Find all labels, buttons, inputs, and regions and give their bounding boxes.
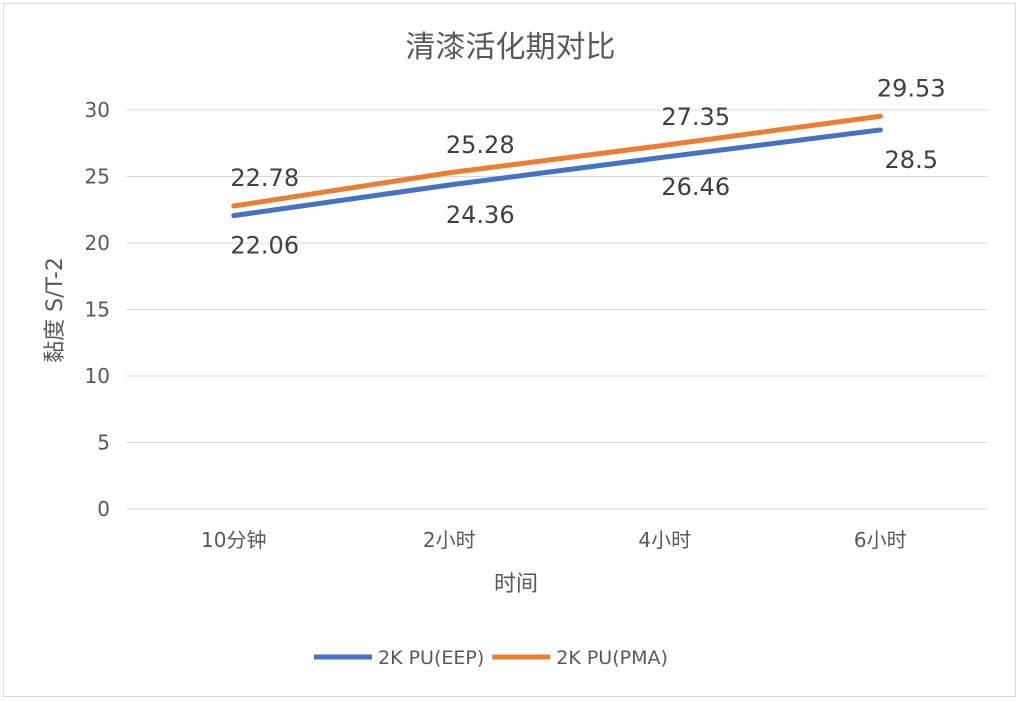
y-tick-label: 0 <box>97 497 110 521</box>
data-label: 25.28 <box>446 131 515 159</box>
data-label: 27.35 <box>661 103 730 131</box>
data-label: 22.06 <box>230 232 299 260</box>
y-tick-label: 10 <box>85 364 110 388</box>
data-label: 24.36 <box>446 201 515 229</box>
x-axis-ticks: 10分钟 2小时 4小时 6小时 <box>201 528 907 552</box>
legend: 2K PU(EEP) 2K PU(PMA) <box>314 647 668 669</box>
y-tick-label: 25 <box>85 165 110 189</box>
y-axis-title: 黏度 S/T-2 <box>43 257 68 363</box>
x-tick-label: 6小时 <box>854 528 907 552</box>
series-line <box>231 113 883 209</box>
data-labels: 22.06 24.36 26.46 28.5 22.78 25.28 27.35 29.53 <box>230 74 945 259</box>
data-label: 28.5 <box>885 146 938 174</box>
y-tick-label: 30 <box>85 98 110 122</box>
x-tick-label: 4小时 <box>638 528 691 552</box>
gridlines <box>126 109 988 510</box>
series-line <box>231 127 883 219</box>
y-tick-label: 15 <box>85 298 110 322</box>
data-label: 26.46 <box>661 173 730 201</box>
y-tick-label: 5 <box>97 431 110 455</box>
x-tick-label: 2小时 <box>423 528 476 552</box>
legend-label: 2K PU(EEP) <box>378 647 484 669</box>
legend-label: 2K PU(PMA) <box>556 647 668 669</box>
x-axis-title: 时间 <box>494 572 538 597</box>
data-label: 22.78 <box>230 164 299 192</box>
y-axis-ticks: 0 5 10 15 20 25 30 <box>85 98 110 521</box>
data-label: 29.53 <box>877 74 946 102</box>
y-tick-label: 20 <box>85 231 110 255</box>
x-tick-label: 10分钟 <box>201 528 266 552</box>
chart-title: 清漆活化期对比 <box>405 30 616 65</box>
series-lines <box>231 113 883 219</box>
